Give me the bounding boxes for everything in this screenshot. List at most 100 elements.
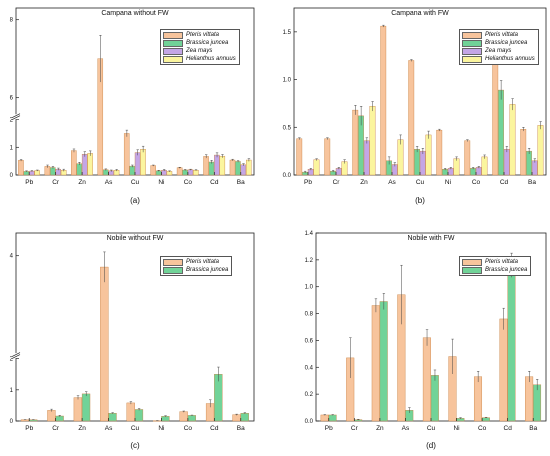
legend-label: Zea mays	[485, 48, 512, 54]
legend-item: Pteris vittata	[163, 31, 236, 39]
x-tick-label: Cd	[210, 425, 219, 432]
x-tick-label: Zn	[78, 179, 86, 186]
x-tick-label: Ni	[158, 179, 164, 186]
legend-label: Helianthus annuus	[186, 56, 236, 62]
legend-swatch	[163, 266, 183, 274]
legend-swatch	[462, 258, 482, 266]
x-tick-label: Zn	[360, 179, 368, 186]
legend-item: Brassica juncea	[163, 39, 236, 47]
legend-label: Pteris vittata	[186, 32, 220, 38]
x-tick-label: Co	[184, 179, 193, 186]
axis-break-gap	[12, 114, 20, 120]
bar	[235, 161, 241, 176]
panel-label: (b)	[415, 196, 425, 205]
chart-title: Nobile with FW	[407, 235, 455, 242]
x-tick-label: Ni	[158, 425, 164, 432]
bar	[47, 410, 56, 422]
legend-swatch	[462, 47, 482, 55]
bar	[481, 417, 490, 422]
bar	[232, 414, 241, 422]
legend-label: Zea mays	[186, 48, 213, 54]
bar	[240, 413, 249, 422]
y-tick-label: 0	[10, 419, 14, 425]
y-tick-label: 0.6	[305, 338, 314, 344]
x-tick-label: Ba	[528, 179, 536, 186]
bar	[414, 149, 420, 176]
axis-break-mark	[11, 115, 21, 121]
x-tick-label: Pb	[304, 179, 312, 186]
y-tick-label: 2	[10, 357, 14, 363]
panel-label: (a)	[130, 196, 140, 205]
bar	[379, 301, 388, 422]
bar	[20, 419, 30, 422]
y-tick-label: 1	[10, 145, 14, 151]
chart-panel-2: 0.0 0.5 1.0 1.5 Pb Cr Zn As Cu Ni Co Cd Ba	[283, 7, 547, 186]
legend-label: Pteris vittata	[485, 32, 519, 38]
bar	[526, 150, 532, 176]
y-tick-label: 0	[10, 173, 14, 179]
bar	[240, 164, 247, 176]
chart-title: Nobile without FW	[106, 235, 164, 242]
bar	[408, 60, 415, 176]
legend-item: Pteris vittata	[163, 258, 228, 266]
bar	[436, 129, 443, 176]
legend-item: Helianthus annuus	[163, 55, 236, 63]
panel-label: (d)	[426, 441, 436, 450]
bar	[203, 156, 209, 176]
legend-label: Pteris vittata	[485, 259, 519, 265]
bar	[525, 376, 534, 422]
legend-swatch	[163, 258, 183, 266]
y-tick-label: 6	[10, 96, 14, 102]
bar	[219, 155, 226, 176]
bar	[371, 305, 380, 422]
legend-swatch	[462, 39, 482, 47]
chart-panel-4: 0.0 0.2 0.4 0.6 0.8 1.0 1.2 1.4 Pb Cr Zn As Cu Ni Co Cd…	[305, 231, 547, 432]
legend: Pteris vittata Brassica juncea	[459, 256, 532, 276]
bar	[499, 318, 508, 422]
y-tick-label: 0.0	[283, 173, 292, 179]
y-tick-label: 1.0	[283, 78, 292, 84]
legend: Pteris vittata Brassica juncea Zea mays Hel…	[160, 29, 240, 65]
bar	[425, 134, 432, 176]
x-tick-label: Pb	[25, 179, 33, 186]
bar	[507, 265, 516, 422]
bar	[123, 133, 130, 176]
x-tick-label: As	[388, 179, 396, 186]
bar	[369, 106, 376, 176]
legend-swatch	[163, 39, 183, 47]
bar	[73, 397, 83, 422]
bar	[155, 170, 162, 176]
bar	[328, 414, 337, 422]
bar	[380, 25, 387, 176]
legend-label: Pteris vittata	[186, 259, 220, 265]
bar	[324, 138, 331, 176]
bar	[81, 154, 88, 176]
legend: Pteris vittata Brassica juncea Zea mays Hel…	[459, 29, 539, 65]
x-tick-label: Cd	[210, 179, 219, 186]
legend-swatch	[163, 55, 183, 63]
axis-break-mark	[11, 352, 21, 357]
x-tick-label: Cd	[504, 425, 513, 432]
bar	[533, 384, 542, 422]
legend-label: Brassica juncea	[186, 267, 229, 273]
legend-swatch	[462, 266, 482, 274]
bar	[520, 128, 527, 176]
bar	[50, 167, 56, 176]
y-tick-label: 1.0	[305, 285, 314, 291]
y-tick-label: 0.0	[305, 419, 314, 425]
axis-break-mark	[11, 354, 21, 359]
bar	[87, 153, 93, 176]
bar	[193, 170, 199, 176]
chart-panel-1: 0 1 2 6 8 Pb Cr Zn As Cu Ni Co Cd Ba	[10, 7, 255, 186]
bar	[498, 89, 504, 176]
bar	[140, 149, 146, 176]
bar	[176, 167, 183, 176]
bar	[161, 416, 170, 422]
x-tick-label: Co	[472, 179, 481, 186]
y-tick-label: 0.2	[305, 392, 314, 398]
bar	[179, 411, 188, 422]
y-tick-label: 0.8	[305, 312, 314, 318]
bar	[182, 169, 188, 176]
bar	[134, 152, 141, 176]
bar	[481, 156, 488, 176]
